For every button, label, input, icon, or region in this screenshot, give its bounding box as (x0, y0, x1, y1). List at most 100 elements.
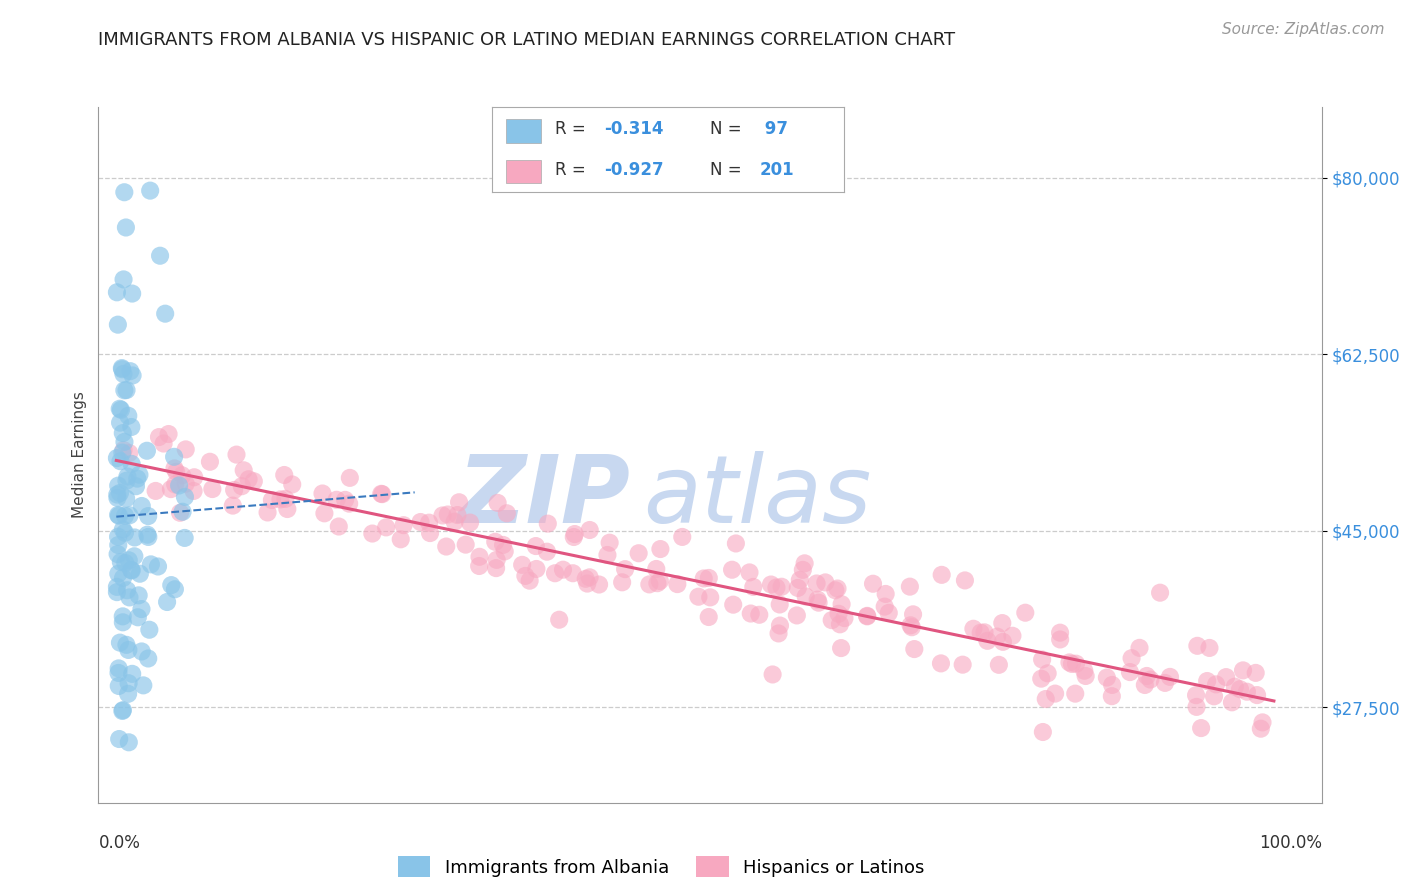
Point (627, 546, 650, 560)
Point (120, 364, 142, 378)
Point (647, 576, 669, 591)
Point (875, 587, 897, 601)
Point (1205, 677, 1227, 691)
Point (114, 556, 136, 570)
Point (201, 482, 224, 496)
Point (419, 526, 441, 541)
Point (107, 566, 129, 581)
Point (111, 571, 134, 585)
Point (458, 516, 481, 530)
Point (666, 577, 689, 591)
Point (1073, 664, 1095, 678)
Point (551, 563, 574, 577)
Point (114, 508, 136, 523)
Text: atlas: atlas (643, 451, 870, 542)
Text: N =: N = (710, 120, 747, 138)
Point (1159, 670, 1181, 684)
Text: N =: N = (710, 161, 747, 178)
Point (105, 487, 128, 501)
Y-axis label: Median Earnings: Median Earnings (72, 392, 87, 518)
Point (931, 567, 953, 582)
Point (901, 607, 924, 622)
Point (434, 540, 457, 554)
Point (468, 549, 491, 564)
Point (314, 506, 336, 520)
Point (1035, 692, 1057, 706)
Point (165, 465, 187, 479)
Point (903, 642, 925, 657)
Point (333, 492, 356, 507)
Point (486, 496, 509, 510)
FancyBboxPatch shape (506, 119, 541, 143)
Point (156, 595, 179, 609)
Point (107, 665, 129, 680)
Point (814, 575, 837, 590)
Point (136, 530, 159, 544)
Point (371, 487, 394, 501)
Point (898, 580, 921, 594)
Point (108, 635, 131, 649)
Point (576, 576, 599, 591)
Point (738, 566, 761, 580)
Point (986, 630, 1008, 644)
Point (991, 616, 1014, 631)
Point (1154, 676, 1177, 690)
Point (873, 599, 896, 614)
Point (409, 515, 432, 529)
Point (111, 445, 134, 459)
Point (492, 538, 515, 552)
Point (121, 286, 143, 301)
Point (770, 580, 793, 594)
Point (806, 576, 828, 591)
Point (108, 732, 131, 747)
Point (132, 678, 155, 692)
Point (111, 704, 134, 718)
Point (136, 509, 159, 524)
Point (877, 606, 900, 620)
Point (807, 592, 830, 607)
Point (494, 544, 516, 558)
Text: R =: R = (555, 120, 592, 138)
Point (131, 644, 153, 658)
Point (375, 520, 398, 534)
Point (1101, 678, 1123, 692)
Point (786, 608, 808, 623)
Point (524, 539, 547, 553)
Point (510, 558, 533, 572)
Point (274, 491, 297, 506)
Point (107, 478, 129, 492)
Point (693, 571, 716, 585)
Point (1246, 688, 1268, 702)
Point (614, 562, 637, 576)
Point (118, 446, 141, 460)
Point (127, 472, 149, 486)
Point (446, 508, 468, 522)
Point (370, 487, 392, 501)
Point (339, 471, 361, 485)
Point (1229, 682, 1251, 697)
Point (139, 184, 162, 198)
Point (256, 506, 278, 520)
Point (973, 625, 995, 640)
Point (276, 502, 298, 516)
Point (953, 574, 976, 588)
Point (769, 598, 792, 612)
Point (599, 535, 621, 549)
Point (260, 493, 283, 508)
Point (1059, 656, 1081, 670)
Point (111, 703, 134, 717)
Point (269, 492, 291, 507)
Point (536, 545, 558, 559)
Point (115, 491, 138, 506)
Point (768, 626, 790, 640)
Point (824, 583, 846, 598)
Point (107, 318, 129, 332)
Point (111, 426, 134, 441)
Point (1074, 669, 1097, 683)
Text: IMMIGRANTS FROM ALBANIA VS HISPANIC OR LATINO MEDIAN EARNINGS CORRELATION CHART: IMMIGRANTS FROM ALBANIA VS HISPANIC OR L… (98, 31, 956, 49)
Point (224, 483, 246, 497)
Point (454, 538, 477, 552)
Point (976, 633, 998, 648)
Point (1187, 639, 1209, 653)
Point (952, 657, 974, 672)
